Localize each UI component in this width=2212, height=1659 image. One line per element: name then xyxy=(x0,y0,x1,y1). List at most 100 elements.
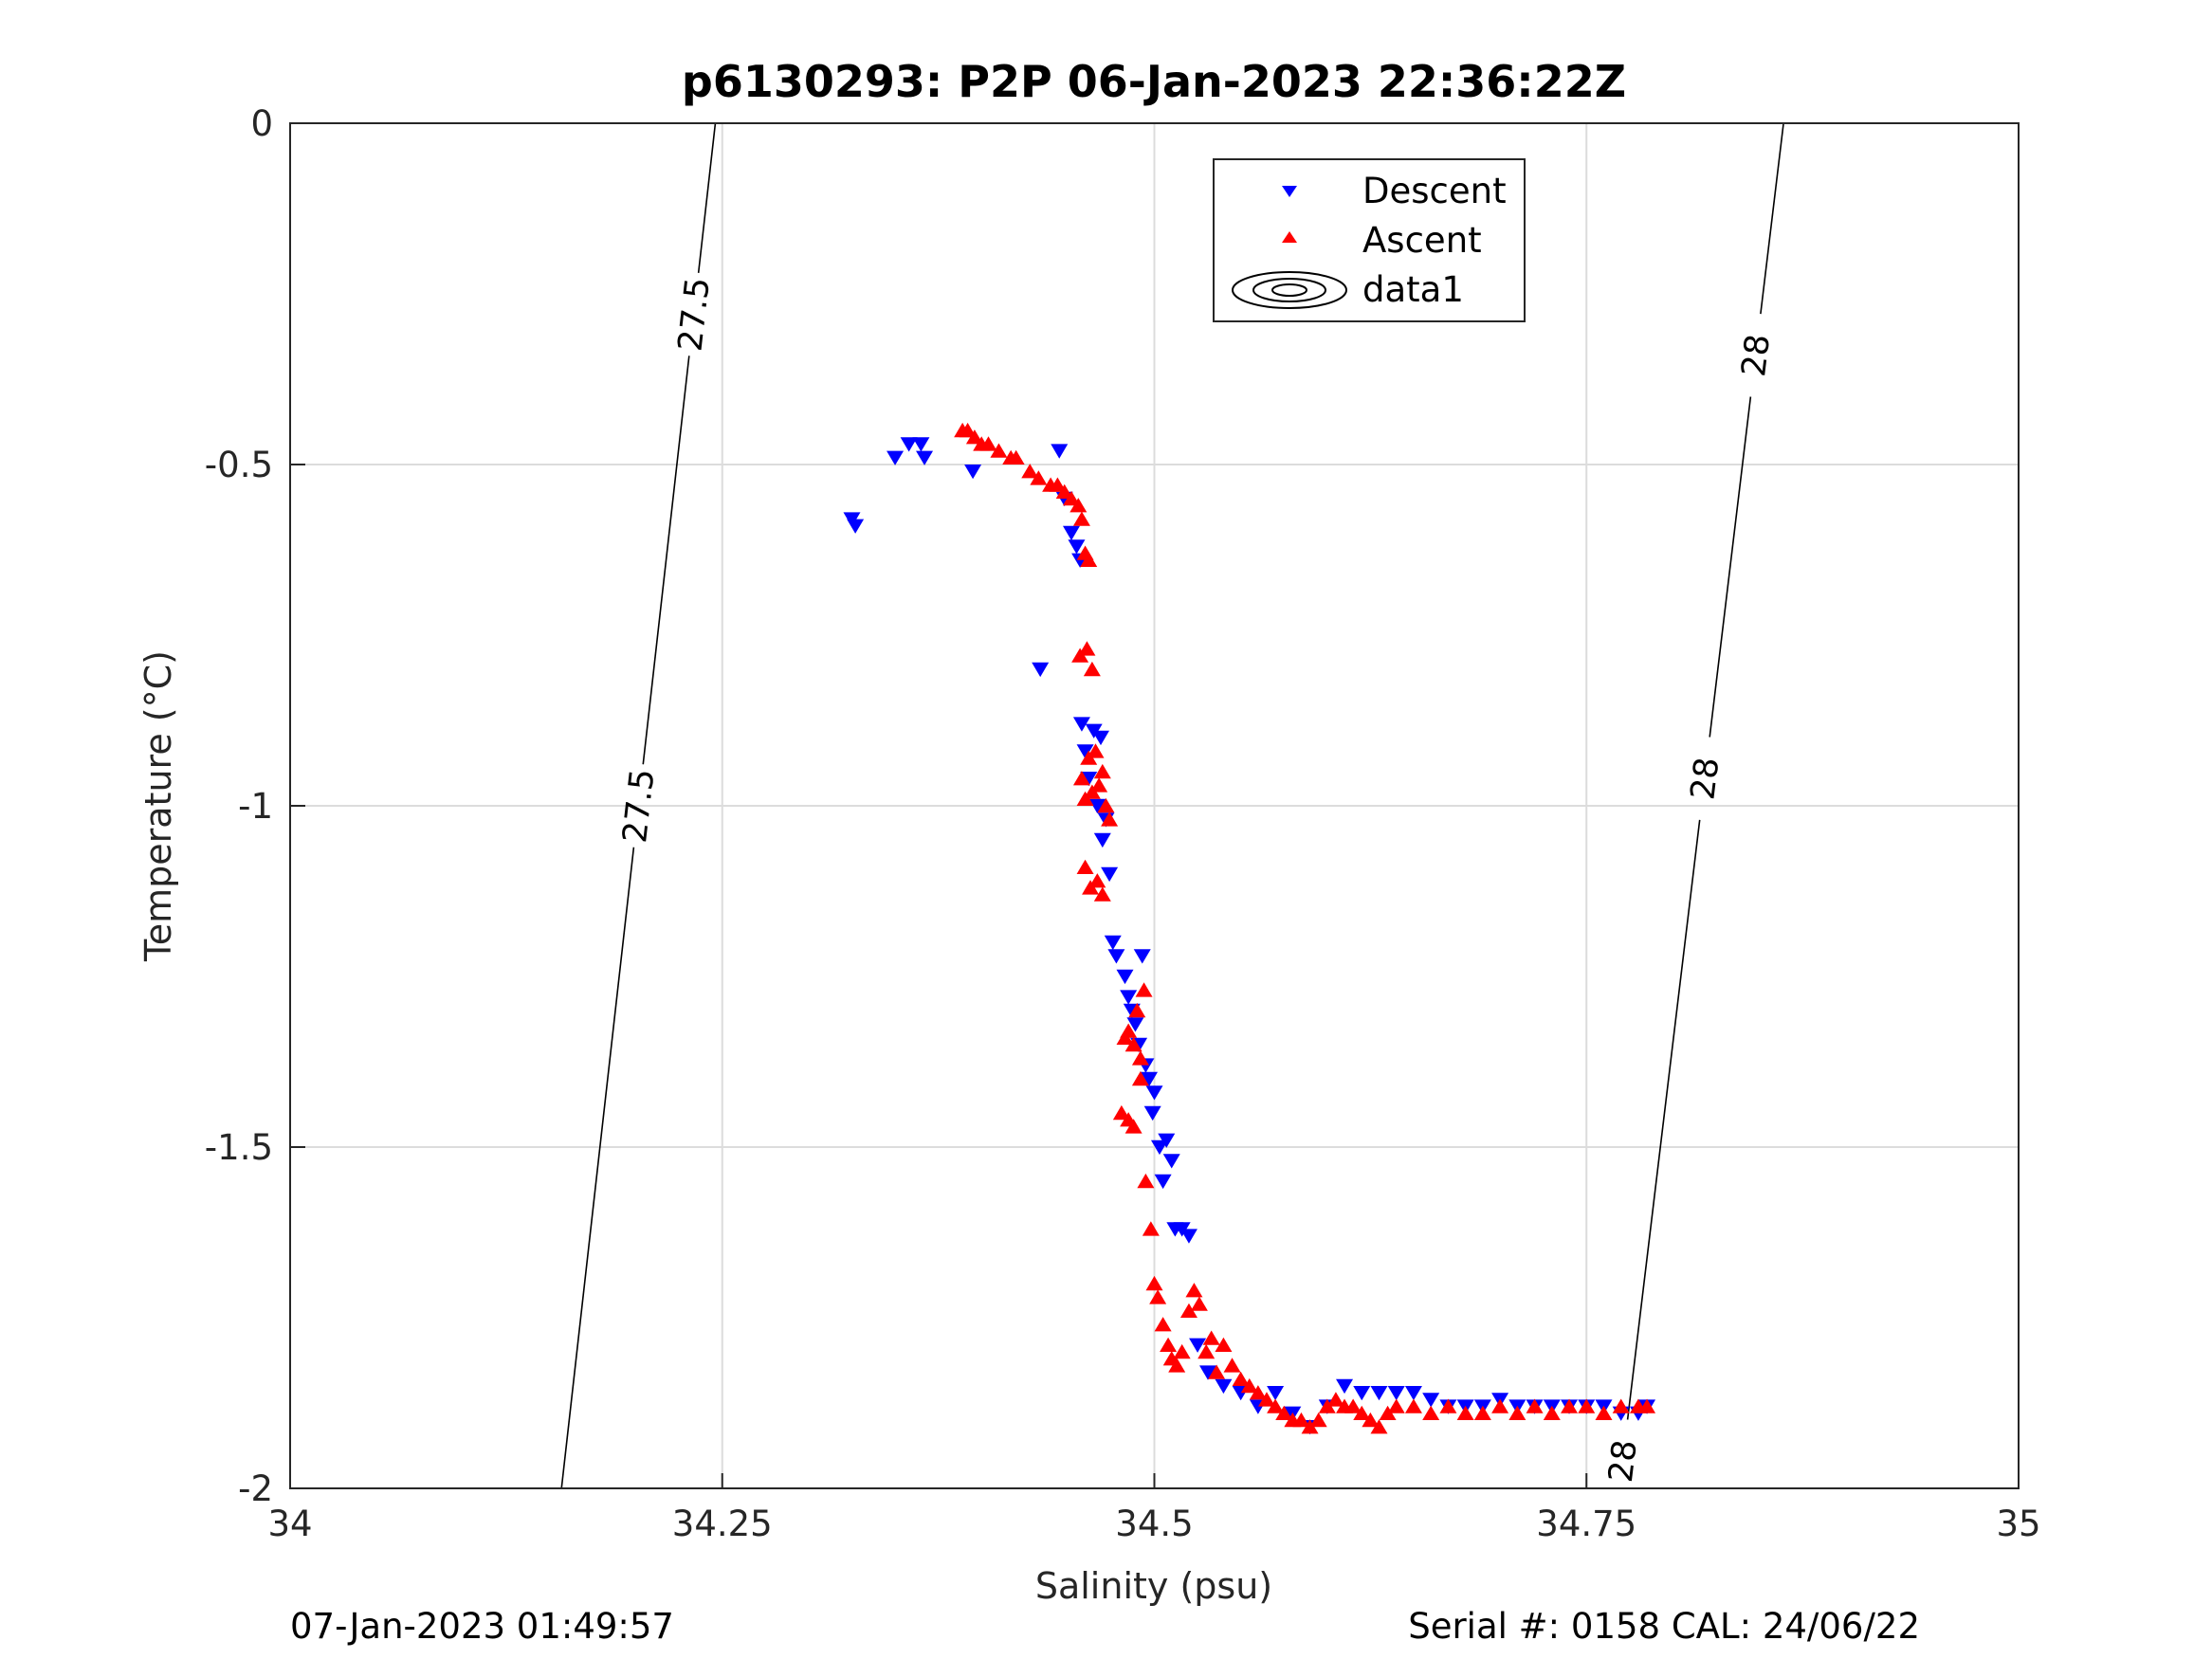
footer-serial-cal: Serial #: 0158 CAL: 24/06/22 xyxy=(1408,1606,1920,1647)
descent-point xyxy=(1199,1365,1217,1380)
ascent-point xyxy=(1049,477,1067,492)
ascent-point xyxy=(1087,743,1105,758)
ascent-point xyxy=(1267,1398,1285,1413)
isopycnal-contours: 27.5 27.5 28 28 28 xyxy=(560,122,1784,1489)
x-tick-label: 34 xyxy=(267,1504,312,1544)
ascent-point xyxy=(1131,1070,1149,1086)
ascent-point xyxy=(1215,1337,1233,1352)
descent-point xyxy=(1158,1133,1176,1148)
descent-point xyxy=(1387,1386,1405,1401)
ascent-point xyxy=(1439,1398,1457,1413)
ascent-point xyxy=(1223,1358,1241,1373)
ascent-point xyxy=(1160,1337,1178,1352)
y-axis-label: Temperature (°C) xyxy=(137,650,179,962)
descent-point xyxy=(1422,1393,1440,1408)
ascent-point xyxy=(1072,511,1090,526)
isopycnal-line xyxy=(1626,819,1701,1420)
y-tick-label: 0 xyxy=(250,103,273,144)
ascent-point xyxy=(1404,1398,1422,1413)
ascent-point xyxy=(1353,1405,1371,1420)
descent-point xyxy=(1267,1386,1285,1401)
ascent-point xyxy=(1101,811,1119,827)
ascent-point xyxy=(1097,797,1115,813)
grid-lines xyxy=(290,123,2019,1488)
y-tick-label: -1.5 xyxy=(205,1127,273,1168)
ascent-point xyxy=(1185,1283,1203,1298)
ascent-point xyxy=(1309,1412,1327,1428)
ascent-point xyxy=(1387,1398,1405,1413)
descent-point xyxy=(1404,1386,1422,1401)
descent-point xyxy=(1104,935,1122,951)
ascent-point xyxy=(1491,1398,1509,1413)
ascent-point xyxy=(1473,1405,1491,1420)
descent-point xyxy=(1076,744,1094,759)
ascent-point xyxy=(1137,1173,1155,1189)
ascent-point xyxy=(1508,1405,1526,1420)
footer-timestamp: 07-Jan-2023 01:49:57 xyxy=(290,1606,674,1647)
ascent-point xyxy=(965,429,983,445)
descent-point xyxy=(1088,798,1106,814)
ascent-point xyxy=(1344,1398,1362,1413)
ascent-point xyxy=(1154,1317,1172,1332)
descent-point xyxy=(1126,1017,1144,1032)
descent-point xyxy=(1150,1139,1168,1156)
descent-point xyxy=(1143,1105,1161,1121)
descent-point xyxy=(1353,1386,1371,1401)
descent-point xyxy=(1120,990,1138,1005)
ascent-point xyxy=(1208,1364,1226,1379)
ascent-point xyxy=(1379,1405,1397,1420)
ascent-point xyxy=(1232,1371,1250,1386)
descent-point xyxy=(887,450,905,465)
ascent-point xyxy=(1197,1343,1216,1359)
ascent-point xyxy=(1275,1405,1293,1420)
ascent-point xyxy=(1112,1104,1130,1121)
descent-point xyxy=(1189,1338,1207,1353)
ascent-point xyxy=(1370,1419,1388,1434)
axis-ticks: 34 34.25 34.5 34.75 35 0 -0.5 -1 -1.5 -2 xyxy=(205,103,2041,1544)
descent-point xyxy=(1093,832,1111,848)
isopycnal-label: 28 xyxy=(1602,1438,1645,1485)
data-points xyxy=(843,422,1656,1435)
descent-point xyxy=(1179,1229,1197,1244)
descent-point xyxy=(1141,1071,1159,1087)
legend-descent-marker xyxy=(1282,186,1297,197)
ascent-point xyxy=(1145,1275,1163,1291)
ascent-point xyxy=(1135,982,1153,997)
isopycnal-line xyxy=(642,356,690,765)
descent-point xyxy=(1107,949,1125,964)
ascent-point xyxy=(1080,552,1098,567)
y-tick-label: -2 xyxy=(238,1468,273,1509)
ascent-point xyxy=(1124,1119,1143,1134)
ascent-point xyxy=(1088,873,1106,888)
descent-point xyxy=(1145,1085,1163,1101)
ascent-point xyxy=(1362,1412,1380,1428)
ascent-point xyxy=(1120,1023,1138,1038)
ascent-point xyxy=(1240,1377,1258,1394)
ascent-point xyxy=(1578,1398,1596,1413)
descent-point xyxy=(1162,1154,1180,1169)
ascent-point xyxy=(1142,1221,1160,1236)
chart-title: p6130293: P2P 06-Jan-2023 22:36:22Z xyxy=(682,56,1626,107)
ascent-point xyxy=(1202,1330,1220,1345)
legend-ascent-label: Ascent xyxy=(1362,220,1482,261)
ascent-point xyxy=(1612,1398,1630,1413)
ascent-point xyxy=(1168,1358,1186,1373)
descent-point xyxy=(1336,1378,1354,1395)
isopycnal-line xyxy=(697,122,717,273)
ascent-point xyxy=(1131,1050,1149,1066)
ascent-point xyxy=(979,436,997,451)
ascent-point xyxy=(1326,1392,1344,1407)
ascent-point xyxy=(1561,1398,1579,1413)
ascent-point xyxy=(1179,1303,1197,1318)
legend: Descent Ascent data1 xyxy=(1213,158,1526,322)
ascent-point xyxy=(1456,1405,1474,1420)
ascent-point xyxy=(1249,1385,1267,1400)
ascent-point xyxy=(1543,1405,1561,1420)
descent-point xyxy=(1091,730,1109,746)
ascent-point xyxy=(1090,777,1108,793)
x-tick-label: 34.75 xyxy=(1536,1504,1636,1544)
ascent-point xyxy=(1257,1392,1275,1407)
ascent-point xyxy=(1595,1405,1613,1420)
descent-point xyxy=(847,519,865,534)
ascent-point xyxy=(1055,483,1073,499)
